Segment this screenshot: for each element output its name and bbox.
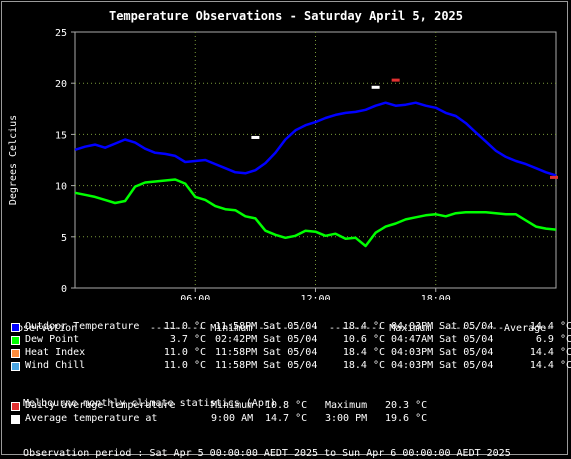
summary-name: Dew Point [25, 334, 80, 345]
y-axis-label: Degrees Celcius [8, 115, 19, 205]
y-tick-label: 20 [55, 79, 67, 90]
summary-min-time: 11:58PM Sat 05/04 [215, 360, 318, 371]
summary-max: 18.4 °C [342, 360, 385, 371]
climate-heading: Melbourne monthly climate statistics (Ap… [11, 387, 276, 409]
y-tick-label: 15 [55, 130, 67, 141]
series-line-dew-point [74, 178, 557, 248]
summary-min-time: 02:42PM Sat 05/04 [215, 334, 318, 345]
summary-min-time: 11:58PM Sat 05/04 [215, 321, 318, 332]
climate-col1-label: Minimum [211, 400, 254, 411]
summary-min: 3.7 °C [169, 334, 206, 345]
x-tick-label: 06:00 [180, 294, 210, 300]
x-tick-label: 18:00 [421, 294, 451, 300]
observation-period: Observation period : Sat Apr 5 00:00:00 … [11, 437, 511, 459]
summary-max: 18.4 °C [342, 347, 385, 358]
summary-header: Observation --------- Minimum ---------- -… [11, 309, 552, 335]
summary-max-time: 04:47AM Sat 05/04 [391, 334, 494, 345]
climate-col2-label: 3:00 PM [325, 413, 368, 424]
climate-col1-value: 14.7 °C [265, 413, 308, 424]
y-tick-label: 5 [61, 233, 67, 244]
summary-min: 11.0 °C [163, 321, 206, 332]
header-maximum: --------- Maximum ---------- [329, 323, 498, 334]
observation-period-text: Observation period : Sat Apr 5 00:00:00 … [23, 448, 511, 459]
climate-col2-label: Maximum [325, 400, 368, 411]
climate-col2-value: 20.3 °C [385, 400, 428, 411]
legend-swatch [11, 349, 20, 358]
climate-col1-label: 9:00 AM [211, 413, 254, 424]
summary-name: Heat Index [25, 347, 86, 358]
series-line-outdoor-temperature [74, 101, 557, 177]
summary-min-time: 11:58PM Sat 05/04 [215, 347, 318, 358]
summary-avg: 14.4 °C [529, 360, 571, 371]
climate-swatch [11, 415, 20, 424]
climate-label: Daily average temperature [25, 400, 176, 411]
header-observation: Observation [11, 323, 78, 334]
y-tick-label: 25 [55, 28, 67, 39]
summary-max-time: 04:03PM Sat 05/04 [391, 321, 494, 332]
summary-name: Wind Chill [25, 360, 86, 371]
header-average: -Average- [498, 323, 553, 334]
legend-swatch [11, 323, 20, 332]
summary-min: 11.0 °C [163, 347, 206, 358]
temperature-chart: Temperature Observations - Saturday Apri… [8, 9, 558, 300]
climate-col2-value: 19.6 °C [385, 413, 428, 424]
marker-average-temperature-at [371, 85, 380, 89]
climate-heading-text: Melbourne monthly climate statistics (Ap… [23, 398, 276, 409]
legend-swatch [11, 336, 20, 345]
summary-max: 10.6 °C [342, 334, 385, 345]
summary-avg: 6.9 °C [535, 334, 571, 345]
marker-daily-average-temperature [391, 78, 400, 82]
marker-average-temperature-at [251, 135, 260, 139]
summary-name: Outdoor Temperature [25, 321, 140, 332]
x-tick-label: 12:00 [300, 294, 330, 300]
summary-max-time: 04:03PM Sat 05/04 [391, 360, 494, 371]
legend-swatch [11, 362, 20, 371]
summary-max: 18.4 °C [342, 321, 385, 332]
climate-swatch [11, 402, 20, 411]
climate-label: Average temperature at [25, 413, 158, 424]
summary-avg: 14.4 °C [529, 321, 571, 332]
summary-avg: 14.4 °C [529, 347, 571, 358]
summary-max-time: 04:03PM Sat 05/04 [391, 347, 494, 358]
y-tick-label: 10 [55, 182, 67, 193]
summary-min: 11.0 °C [163, 360, 206, 371]
marker-daily-average-temperature [549, 175, 558, 179]
climate-col1-value: 10.8 °C [265, 400, 308, 411]
y-tick-label: 0 [61, 284, 67, 295]
chart-title: Temperature Observations - Saturday Apri… [109, 9, 463, 23]
header-minimum: --------- Minimum ---------- [150, 323, 319, 334]
